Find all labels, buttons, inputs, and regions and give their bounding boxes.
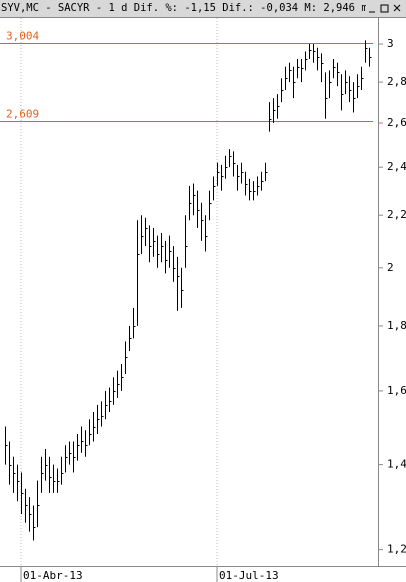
y-tick-label: 1,6 bbox=[387, 384, 406, 397]
y-tick-label: 1,8 bbox=[387, 319, 406, 332]
h-line-label: 3,004 bbox=[6, 30, 39, 43]
y-tick-label: 2,2 bbox=[387, 208, 406, 221]
y-tick-label: 1,4 bbox=[387, 458, 406, 471]
chart-title: SYV,MC - SACYR - 1 d Dif. %: -1,15 Dif.:… bbox=[1, 2, 387, 14]
y-tick-label: 2,4 bbox=[387, 160, 406, 173]
y-tick-label: 2,6 bbox=[387, 116, 406, 129]
window-buttons bbox=[366, 1, 406, 16]
x-tick-label: 01-Jul-13 bbox=[219, 569, 279, 582]
y-tick-label: 3 bbox=[387, 37, 394, 50]
x-tick-label: 01-Abr-13 bbox=[23, 569, 83, 582]
h-line-label: 2,609 bbox=[6, 108, 39, 121]
y-tick-label: 2,8 bbox=[387, 75, 406, 88]
title-bar bbox=[0, 0, 406, 17]
y-tick-label: 2 bbox=[387, 261, 394, 274]
y-tick-label: 1,2 bbox=[387, 543, 406, 556]
maximize-button[interactable] bbox=[380, 4, 389, 13]
close-button[interactable] bbox=[393, 4, 401, 12]
